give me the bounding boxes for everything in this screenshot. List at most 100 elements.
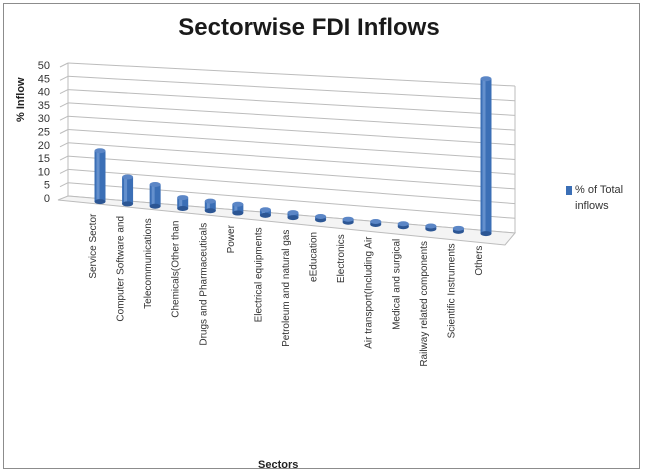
bar <box>94 150 106 202</box>
category-label: Power <box>226 224 237 253</box>
bar-highlight <box>482 78 486 234</box>
legend-swatch <box>566 185 572 195</box>
x-axis-label: Sectors <box>258 459 299 471</box>
bar-top <box>342 216 354 222</box>
bar <box>122 176 134 204</box>
category-label: Electrical equipments <box>253 227 264 322</box>
category-label: Electronics <box>336 234 347 283</box>
category-label: eEducation <box>309 232 320 282</box>
y-tick-label: 5 <box>44 180 50 192</box>
bar <box>149 184 161 207</box>
legend: % of Total inflows <box>566 182 645 214</box>
gridline <box>67 182 516 219</box>
gridline-side <box>59 142 69 148</box>
bar-highlight <box>124 176 128 204</box>
chart-title: Sectorwise FDI Inflows <box>178 14 440 41</box>
bar-highlight <box>234 204 238 214</box>
bar-base <box>177 205 189 211</box>
y-tick-label: 20 <box>38 140 50 152</box>
category-label: Chemicals(Other than <box>171 220 182 317</box>
bar-base <box>149 203 161 209</box>
y-tick-label: 10 <box>38 166 50 178</box>
bar-top <box>452 225 464 231</box>
gridline-side <box>59 155 69 161</box>
gridline-side <box>59 62 69 68</box>
category-label: Scientific Instruments <box>446 243 457 338</box>
gridline <box>67 115 516 146</box>
bar-highlight <box>289 212 293 218</box>
gridline-side <box>59 182 69 188</box>
bar <box>287 212 299 218</box>
category-label: Medical and surgical <box>391 239 402 330</box>
y-tick-label: 0 <box>44 193 50 205</box>
gridline <box>67 62 516 87</box>
bar-top <box>259 207 271 213</box>
y-tick-label: 40 <box>38 87 50 99</box>
category-label: Railway related components <box>419 241 430 367</box>
gridline <box>67 168 516 205</box>
bar-base <box>204 208 216 214</box>
gridline-side <box>59 102 69 108</box>
bar-top <box>425 223 437 229</box>
category-label: Petroleum and natural gas <box>281 230 292 347</box>
bar-top <box>122 174 134 180</box>
bar <box>177 197 189 209</box>
gridline-side <box>59 75 69 81</box>
category-label: Air transport(Including Air <box>364 236 375 349</box>
gridline <box>67 102 516 131</box>
chart-frame: Sectorwise FDI Inflows % Inflow Sectors … <box>3 3 640 471</box>
bar-base <box>122 201 134 207</box>
category-label: Telecommunications <box>143 218 154 309</box>
bar-highlight <box>261 209 265 216</box>
bar-top <box>94 148 106 154</box>
floor <box>57 195 516 246</box>
bar-base <box>94 199 106 205</box>
y-tick-label: 35 <box>38 100 50 112</box>
bar <box>232 204 244 214</box>
gridline <box>67 142 516 175</box>
bar-top <box>480 76 492 82</box>
bar <box>480 78 492 234</box>
y-tick-label: 25 <box>38 127 50 139</box>
y-tick-label: 15 <box>38 153 50 165</box>
gridline-side <box>59 115 69 121</box>
gridline <box>67 75 516 102</box>
legend-label: % of Total inflows <box>575 184 624 212</box>
y-tick-label: 45 <box>38 73 50 85</box>
gridline <box>67 129 516 160</box>
category-labels: Service Sector Computer Software and Telec… <box>88 213 485 367</box>
bar-highlight <box>151 184 155 207</box>
bar-highlight <box>179 197 183 209</box>
gridline <box>67 89 516 116</box>
bars <box>94 76 492 237</box>
gridline-side <box>59 168 69 174</box>
bar-base <box>259 212 271 218</box>
bar-highlight <box>206 201 210 211</box>
bar <box>259 209 271 216</box>
category-label: Others <box>474 246 485 276</box>
y-tick-label: 30 <box>38 113 50 125</box>
bar-top <box>177 195 189 201</box>
gridline-side <box>59 129 69 134</box>
bar-top <box>204 198 216 204</box>
gridline <box>67 155 516 190</box>
bar-base <box>287 215 299 221</box>
y-tick-label: 50 <box>38 60 50 72</box>
bar-top <box>370 218 382 224</box>
category-label: Service Sector <box>88 213 99 279</box>
category-label: Drugs and Pharmaceuticals <box>198 223 209 346</box>
bar-highlight <box>96 150 100 202</box>
category-label: Computer Software and <box>116 216 127 322</box>
bar-top <box>149 181 161 187</box>
bar-base <box>232 210 244 216</box>
bar-top <box>232 201 244 207</box>
grid <box>57 62 516 246</box>
bar <box>204 201 216 211</box>
bar-base <box>480 231 492 237</box>
gridline-side <box>59 89 69 95</box>
bar-top <box>397 221 409 227</box>
bar-top <box>287 210 299 216</box>
bar-top <box>315 214 327 220</box>
